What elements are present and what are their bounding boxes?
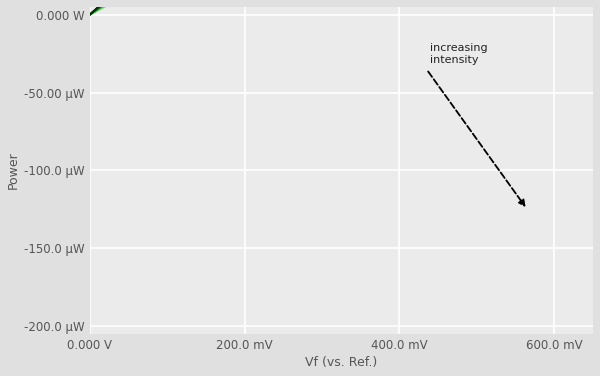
Y-axis label: Power: Power (7, 152, 20, 190)
Text: increasing
intensity: increasing intensity (430, 43, 488, 65)
X-axis label: Vf (vs. Ref.): Vf (vs. Ref.) (305, 356, 377, 369)
